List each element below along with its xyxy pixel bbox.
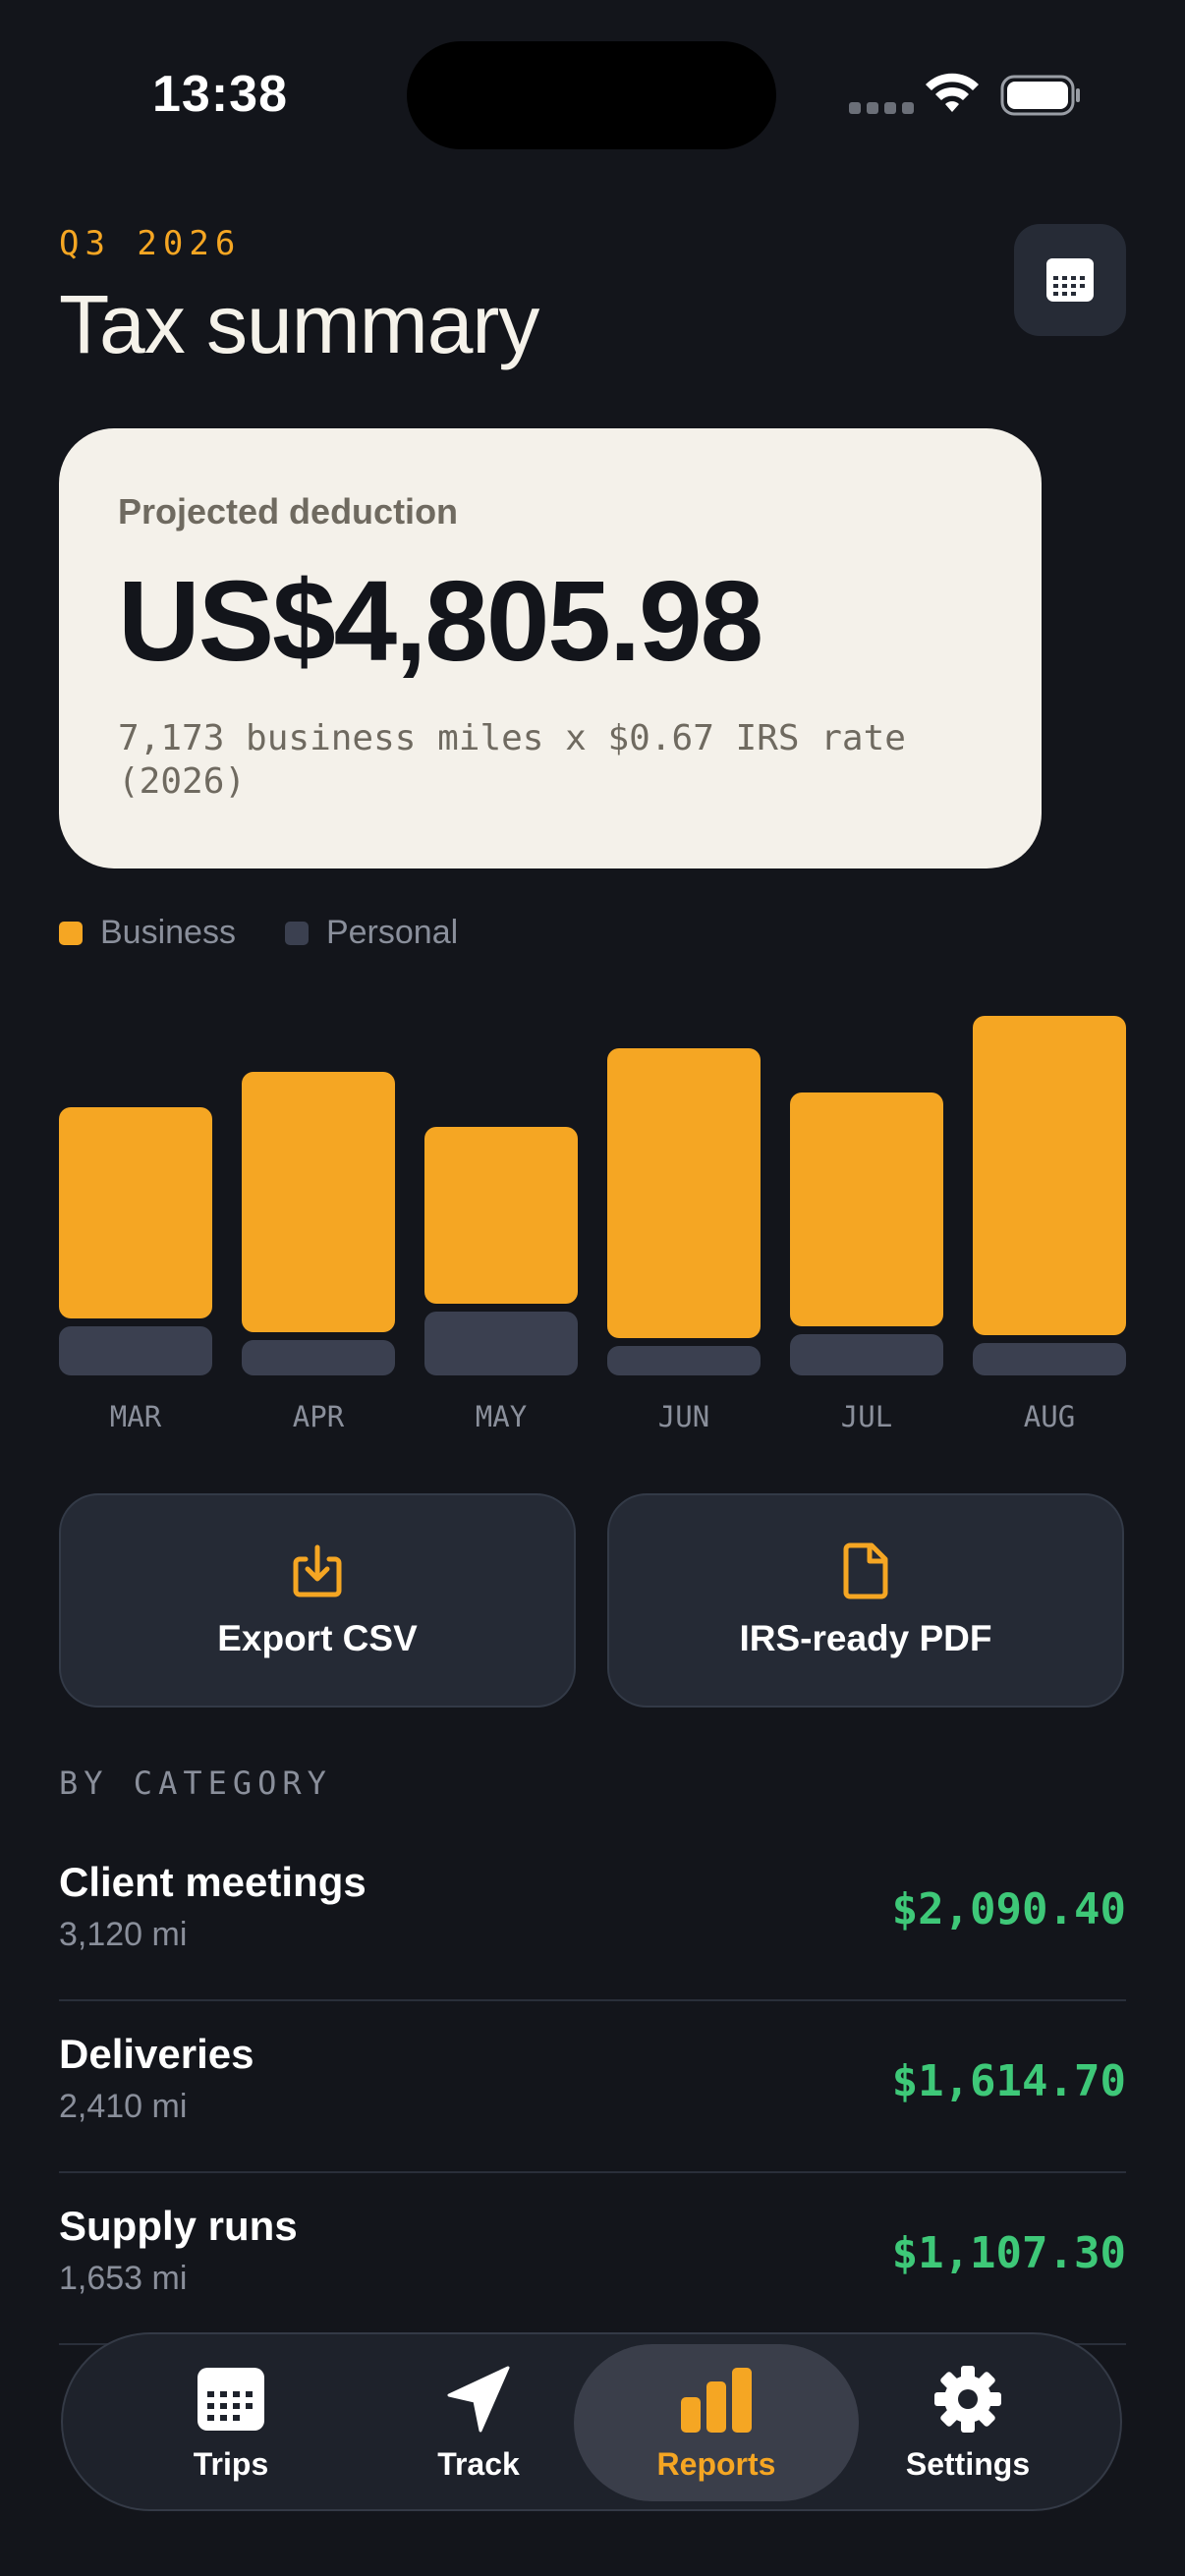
tick-label-aug: AUG [1024,1400,1075,1433]
legend-label: Business [100,914,236,951]
download-icon [293,1544,342,1597]
bar-personal-jul [790,1334,943,1375]
category-row-client-meetings[interactable]: Client meetings 3,120 mi $2,090.40 [59,1829,1126,2001]
category-row-deliveries[interactable]: Deliveries 2,410 mi $1,614.70 [59,2001,1126,2173]
category-amount: $1,107.30 [891,2228,1126,2278]
calendar-icon [1046,258,1094,302]
legend-item-business: Business [59,914,236,952]
tick-label-apr: APR [293,1400,345,1433]
bar-business-jul [790,1092,943,1326]
bar-personal-aug [973,1343,1126,1375]
tab-label: Reports [656,2445,776,2482]
bar-personal-mar [59,1326,212,1375]
tab-reports[interactable]: Reports [574,2344,859,2501]
category-miles: 3,120 mi [59,1916,188,1953]
calendar-button[interactable] [1014,224,1126,336]
tab-track[interactable]: Track [336,2344,621,2501]
status-time: 13:38 [152,66,288,123]
bar-personal-apr [242,1340,395,1375]
category-amount: $2,090.40 [891,1884,1126,1934]
page-title: Tax summary [59,278,539,370]
legend-label: Personal [325,914,459,951]
legend-swatch-personal [284,921,309,945]
bar-chart-icon [681,2367,752,2433]
legend-swatch-business [59,921,83,945]
bar-personal-may [424,1312,578,1375]
wifi-icon [926,73,979,112]
tab-settings[interactable]: Settings [825,2344,1110,2501]
bar-business-may [424,1127,578,1304]
deduction-amount: US$4,805.98 [118,557,763,685]
tab-trips[interactable]: Trips [88,2344,373,2501]
bar-business-apr [242,1072,395,1332]
signal-icon [849,102,914,114]
bar-personal-jun [607,1346,761,1375]
calendar-icon [198,2367,264,2431]
dynamic-island [407,41,776,149]
section-label: BY CATEGORY [59,1764,332,1802]
monthly-mileage-chart: MAR APR MAY JUN JUL AUG [59,1016,1126,1433]
category-amount: $1,614.70 [891,2056,1126,2106]
tab-bar: Trips Track Reports Settings [61,2332,1122,2511]
category-miles: 2,410 mi [59,2088,188,2125]
tick-label-jun: JUN [658,1400,709,1433]
tick-label-may: MAY [476,1400,527,1433]
location-arrow-icon [447,2366,510,2432]
gear-icon [934,2365,1001,2433]
bar-business-mar [59,1107,212,1318]
category-name: Client meetings [59,1859,367,1905]
bar-business-aug [973,1016,1126,1335]
document-icon [843,1542,888,1599]
category-name: Deliveries [59,2031,254,2077]
export-csv-label: Export CSV [217,1618,418,1658]
chart-legend: Business Personal [59,914,507,952]
battery-icon [1000,75,1080,116]
deduction-formula: 7,173 business miles x $0.67 IRS rate (2… [118,718,906,802]
tab-label: Track [437,2445,520,2482]
category-name: Supply runs [59,2203,298,2249]
quarter-label: Q3 2026 [59,224,242,263]
card-label: Projected deduction [118,491,459,532]
irs-pdf-label: IRS-ready PDF [739,1618,992,1658]
tab-label: Trips [193,2445,269,2482]
category-miles: 1,653 mi [59,2260,188,2297]
tab-label: Settings [905,2445,1031,2482]
legend-item-personal: Personal [284,914,459,952]
bar-business-jun [607,1048,761,1338]
category-row-supply-runs[interactable]: Supply runs 1,653 mi $1,107.30 [59,2173,1126,2345]
export-csv-button[interactable]: Export CSV [59,1493,576,1708]
projected-deduction-card: Projected deduction US$4,805.98 7,173 bu… [59,428,1042,868]
tick-label-mar: MAR [110,1400,162,1433]
tick-label-jul: JUL [841,1400,892,1433]
irs-pdf-button[interactable]: IRS-ready PDF [607,1493,1124,1708]
